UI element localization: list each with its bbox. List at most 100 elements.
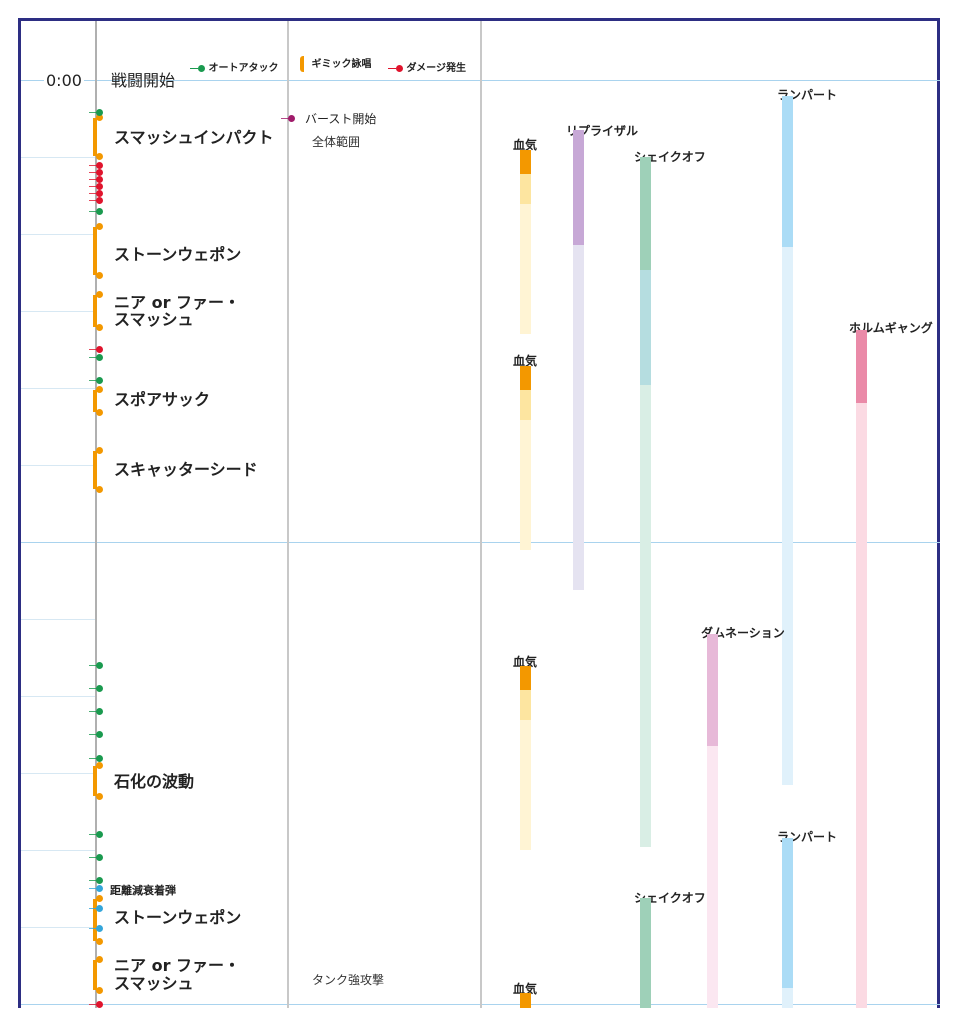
gimmick-bracket bbox=[93, 956, 103, 994]
cooldown-bar-active bbox=[782, 96, 793, 247]
auto-attack-icon bbox=[89, 208, 103, 215]
cooldown-label-holmgang: ホルムギャング bbox=[849, 321, 933, 335]
cooldown-bar-active bbox=[640, 898, 651, 1008]
cooldown-bar-active bbox=[520, 993, 531, 1008]
burst-marker-icon bbox=[281, 115, 295, 122]
cooldown-label-blood: 血気 bbox=[513, 655, 538, 669]
auto-attack-icon bbox=[89, 708, 103, 715]
damage-icon bbox=[89, 190, 103, 197]
cooldown-bar-active bbox=[856, 330, 867, 403]
note-full-range: 全体範囲 bbox=[312, 135, 361, 149]
event-near-far-line2: スマッシュ bbox=[114, 974, 194, 993]
minor-tick bbox=[21, 619, 96, 620]
cooldown-bar-active bbox=[520, 150, 531, 174]
time-label: 0:00 bbox=[44, 71, 84, 90]
gimmick-bracket bbox=[93, 447, 103, 493]
column-divider bbox=[287, 21, 289, 1008]
cooldown-bar-recast bbox=[782, 247, 793, 785]
minor-tick bbox=[21, 927, 96, 928]
minor-tick bbox=[21, 388, 96, 389]
damage-icon bbox=[89, 162, 103, 169]
timeline-frame bbox=[18, 18, 940, 1008]
event-stone-weapon: ストーンウェポン bbox=[114, 245, 242, 264]
minor-tick bbox=[21, 311, 96, 312]
event-smash-impact: スマッシュインパクト bbox=[114, 128, 274, 147]
event-near-far-line1: ニア or ファー・ bbox=[114, 293, 241, 312]
cooldown-label-blood: 血気 bbox=[513, 982, 538, 996]
cooldown-label-damnation: ダムネーション bbox=[701, 626, 785, 640]
auto-attack-icon bbox=[89, 377, 103, 384]
cooldown-bar-recast bbox=[520, 204, 531, 334]
legend-gimmick: ギミック詠唱 bbox=[300, 55, 371, 72]
auto-attack-icon bbox=[89, 877, 103, 884]
cooldown-bar-effect bbox=[520, 690, 531, 720]
cooldown-bar-recast bbox=[856, 403, 867, 1008]
legend-auto-attack: オートアタック bbox=[190, 59, 278, 74]
event-spore-sac: スポアサック bbox=[114, 390, 211, 409]
damage-icon bbox=[396, 64, 403, 72]
legend-damage: ダメージ発生 bbox=[388, 59, 466, 74]
gimmick-bracket bbox=[93, 114, 103, 160]
column-divider bbox=[480, 21, 482, 1008]
auto-attack-icon bbox=[89, 685, 103, 692]
minor-tick bbox=[21, 850, 96, 851]
legend-line bbox=[190, 67, 198, 69]
auto-attack-icon bbox=[89, 854, 103, 861]
event-stone-weapon: ストーンウェポン bbox=[114, 908, 242, 927]
damage-icon bbox=[89, 346, 103, 353]
event-petrify-wave: 石化の波動 bbox=[114, 772, 195, 791]
cooldown-bar-effect bbox=[520, 390, 531, 420]
cooldown-label-blood: 血気 bbox=[513, 138, 538, 152]
damage-icon bbox=[89, 169, 103, 176]
cooldown-bar-active bbox=[640, 157, 651, 270]
auto-attack-icon bbox=[89, 109, 103, 116]
damage-icon bbox=[89, 197, 103, 204]
cooldown-label-shake-off: シェイクオフ bbox=[634, 891, 706, 905]
minor-tick bbox=[21, 465, 96, 466]
event-near-far-line1: ニア or ファー・ bbox=[114, 956, 241, 975]
damage-icon bbox=[89, 183, 103, 190]
auto-attack-icon bbox=[198, 64, 205, 72]
event-near-far-line2: スマッシュ bbox=[114, 310, 194, 329]
cooldown-bar-effect bbox=[520, 174, 531, 204]
cooldown-bar-recast bbox=[520, 720, 531, 850]
note-tank-strike: タンク強攻撃 bbox=[312, 973, 385, 987]
auto-attack-icon bbox=[89, 831, 103, 838]
cooldown-bar-recast bbox=[573, 245, 584, 590]
cooldown-bar-recast bbox=[520, 420, 531, 550]
cooldown-bar-active bbox=[707, 634, 718, 746]
falloff-icon bbox=[89, 905, 103, 912]
event-falloff-bullet: 距離減衰着弾 bbox=[110, 884, 176, 897]
event-start: 戦闘開始 bbox=[111, 71, 176, 90]
cooldown-label-shake-off: シェイクオフ bbox=[634, 150, 706, 164]
auto-attack-icon bbox=[89, 755, 103, 762]
auto-attack-icon bbox=[89, 662, 103, 669]
cooldown-label-blood: 血気 bbox=[513, 354, 538, 368]
cooldown-bar-recast bbox=[707, 746, 718, 1008]
gimmick-bracket bbox=[93, 762, 103, 800]
gimmick-bracket bbox=[93, 386, 103, 416]
falloff-icon bbox=[89, 925, 103, 932]
cooldown-bar-recast bbox=[782, 988, 793, 1008]
minor-tick bbox=[21, 234, 96, 235]
falloff-icon bbox=[89, 885, 103, 892]
gimmick-bracket bbox=[93, 895, 103, 945]
event-scatter-seed: スキャッターシード bbox=[114, 460, 258, 479]
cooldown-bar-active bbox=[782, 838, 793, 988]
damage-icon bbox=[89, 1001, 103, 1008]
gimmick-bracket-icon bbox=[300, 56, 308, 72]
time-axis bbox=[95, 21, 97, 1008]
gimmick-bracket bbox=[93, 223, 103, 279]
minor-tick bbox=[21, 696, 96, 697]
minor-tick bbox=[21, 157, 96, 158]
cooldown-bar-active bbox=[520, 666, 531, 690]
auto-attack-icon bbox=[89, 731, 103, 738]
legend-line bbox=[388, 67, 396, 69]
gimmick-bracket bbox=[93, 291, 103, 331]
cooldown-label-reprisal: リプライザル bbox=[566, 124, 639, 138]
cooldown-bar-active bbox=[520, 366, 531, 390]
note-burst-start: バースト開始 bbox=[305, 112, 377, 126]
cooldown-bar-effect bbox=[640, 270, 651, 385]
cooldown-bar-recast bbox=[640, 385, 651, 847]
damage-icon bbox=[89, 176, 103, 183]
